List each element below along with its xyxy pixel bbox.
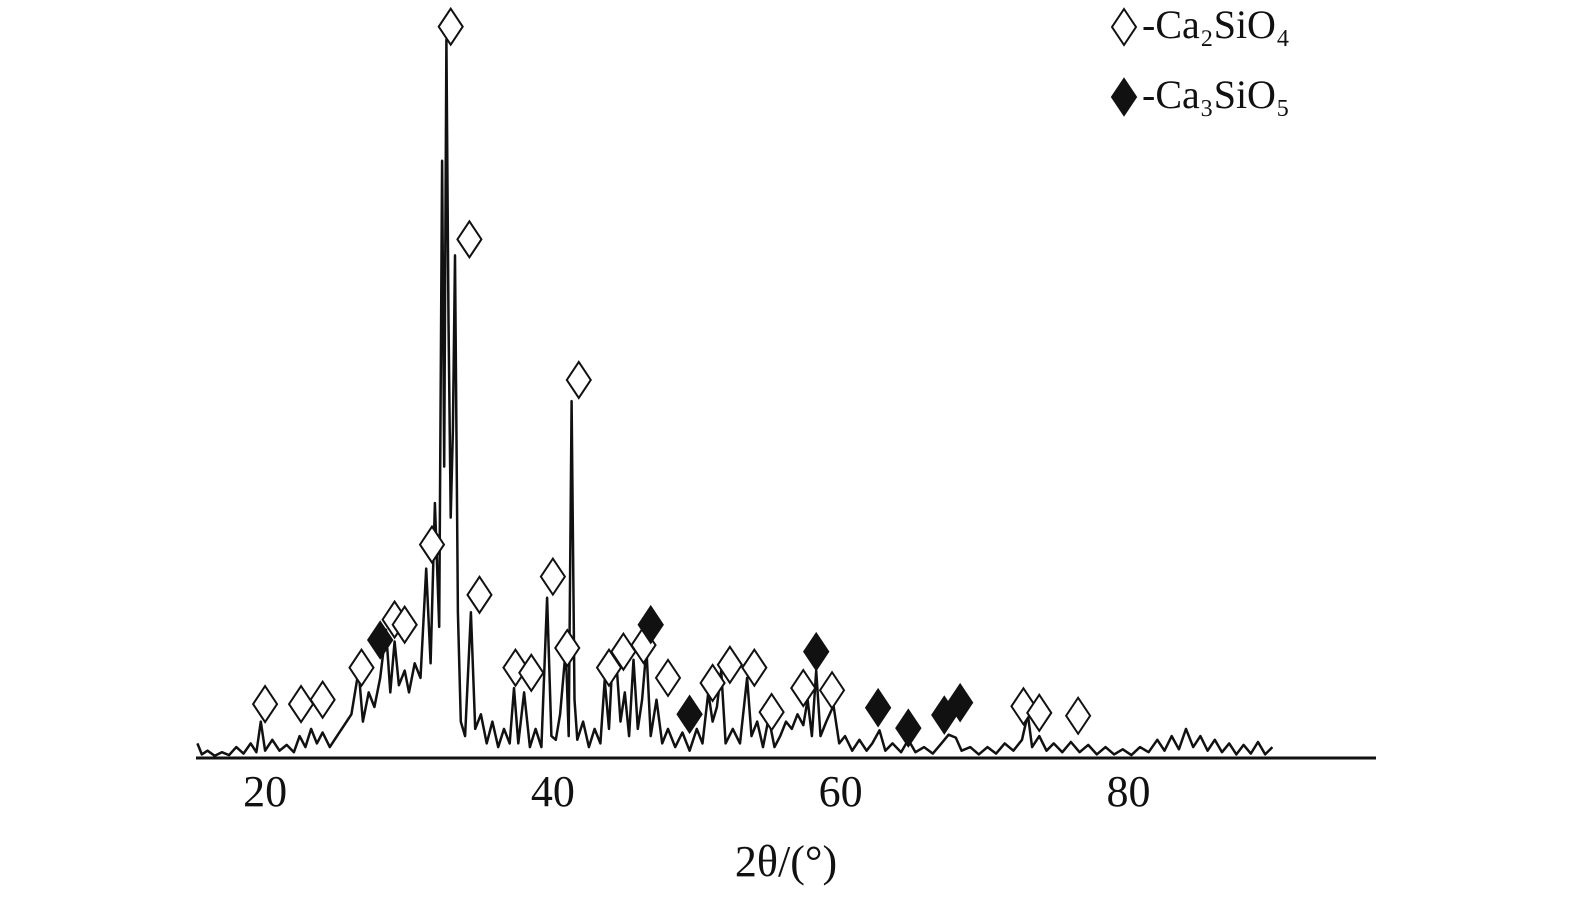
phase-marker — [366, 620, 394, 660]
phase-marker — [676, 694, 703, 735]
phase-marker — [758, 692, 785, 732]
phase-marker — [251, 684, 279, 724]
legend-label: -Ca₃SiO₅ — [1142, 72, 1290, 117]
x-tick-label: 80 — [1106, 767, 1150, 816]
legend-label: -Ca₂SiO₄ — [1142, 2, 1290, 47]
phase-marker — [539, 556, 567, 597]
x-tick-label: 20 — [243, 767, 287, 816]
xrd-pattern — [196, 38, 1274, 758]
phase-marker — [565, 360, 592, 400]
phase-marker — [437, 6, 464, 47]
phase-marker — [309, 679, 336, 720]
phase-marker — [803, 631, 830, 672]
phase-marker — [654, 658, 682, 698]
phase-marker — [391, 604, 418, 645]
x-tick-label: 40 — [531, 767, 575, 816]
phase-marker — [466, 575, 493, 615]
phase-marker — [1026, 693, 1053, 733]
phase-marker — [716, 644, 744, 685]
phase-marker — [864, 687, 892, 728]
phase-marker — [456, 219, 483, 260]
x-tick-label: 60 — [819, 767, 863, 816]
legend-symbol — [1110, 7, 1138, 47]
phase-marker — [348, 647, 375, 688]
phase-marker — [741, 647, 768, 688]
phase-marker — [418, 524, 446, 565]
x-axis-label: 2θ/(°) — [735, 837, 837, 886]
legend-symbol — [1110, 77, 1138, 117]
phase-marker — [518, 652, 545, 693]
phase-marker — [895, 708, 922, 748]
phase-marker — [946, 682, 974, 723]
phase-marker — [287, 684, 315, 724]
phase-marker — [818, 670, 846, 711]
phase-marker — [1064, 695, 1092, 736]
phase-marker — [554, 628, 581, 668]
phase-marker — [637, 604, 664, 645]
phase-marker — [699, 663, 726, 703]
phase-marker — [790, 668, 817, 708]
